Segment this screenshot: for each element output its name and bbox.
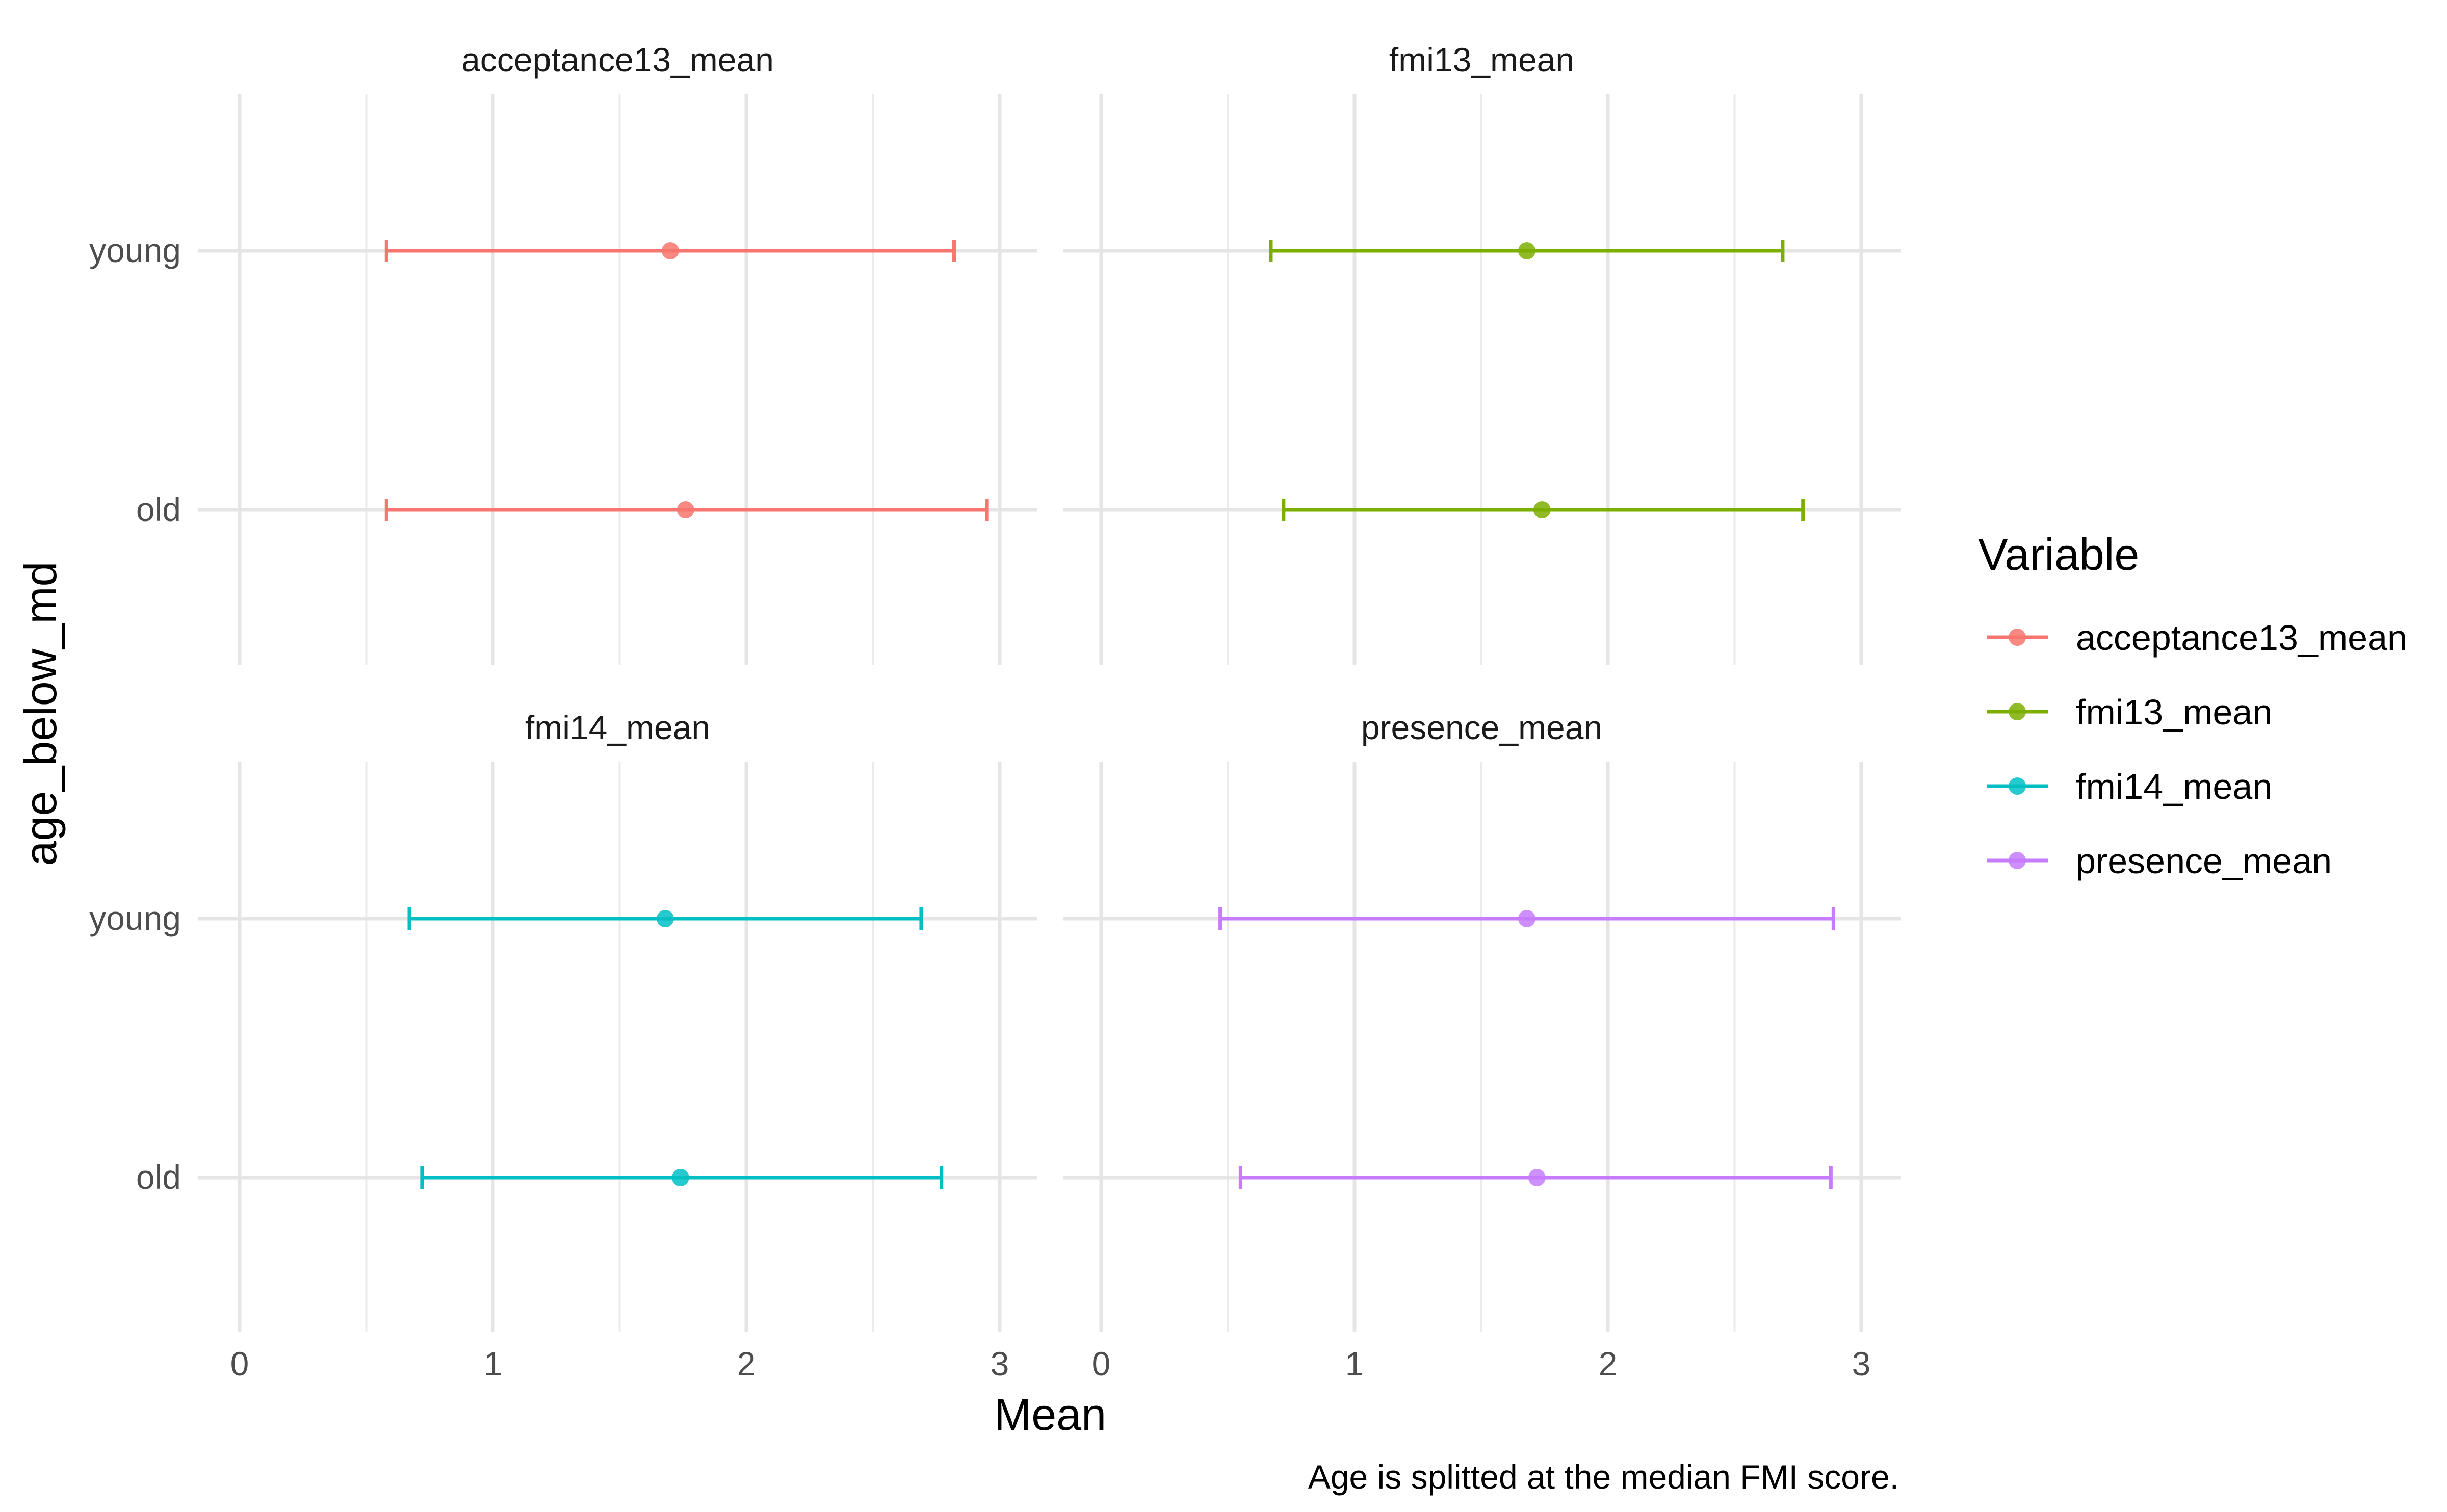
- legend-item-presence_mean: presence_mean: [1987, 841, 2332, 881]
- y-tick-label: old: [136, 1158, 181, 1196]
- x-tick-label: 2: [737, 1345, 756, 1383]
- y-tick-label: young: [89, 899, 181, 937]
- legend-label: presence_mean: [2076, 841, 2332, 881]
- legend-title: Variable: [1978, 529, 2139, 580]
- mean-point-young: [1518, 242, 1535, 259]
- axes: young old young old 0 1 2 3 0 1 2 3: [89, 231, 1870, 1383]
- panel-fmi14_mean: fmi14_mean: [198, 709, 1037, 1332]
- legend-label: acceptance13_mean: [2076, 618, 2407, 658]
- panel-title: fmi14_mean: [525, 709, 710, 746]
- panels: acceptance13_mean fmi13_mean fmi14_mean pre…: [198, 41, 1901, 1332]
- x-tick-label: 0: [230, 1345, 249, 1383]
- legend-key-point: [2009, 777, 2026, 795]
- panel-presence_mean: presence_mean: [1063, 709, 1901, 1332]
- chart-caption: Age is splitted at the median FMI score.: [1308, 1458, 1899, 1496]
- legend-item-fmi14_mean: fmi14_mean: [1987, 767, 2272, 806]
- mean-point-young: [1518, 910, 1535, 927]
- panel-title: fmi13_mean: [1389, 41, 1574, 79]
- mean-point-old: [671, 1169, 689, 1186]
- legend-item-acceptance13_mean: acceptance13_mean: [1987, 618, 2407, 658]
- mean-point-old: [676, 501, 694, 518]
- panel-fmi13_mean: fmi13_mean: [1063, 41, 1901, 665]
- x-tick-label: 0: [1092, 1345, 1111, 1383]
- legend-label: fmi13_mean: [2076, 692, 2272, 732]
- x-tick-label: 2: [1599, 1345, 1618, 1383]
- x-tick-label: 1: [1345, 1345, 1364, 1383]
- legend-key-point: [2009, 703, 2026, 720]
- x-axis-title: Mean: [994, 1389, 1106, 1440]
- mean-point-young: [656, 910, 674, 927]
- legend-key-point: [2009, 852, 2026, 869]
- legend-key-point: [2009, 629, 2026, 646]
- panel-title: acceptance13_mean: [461, 41, 774, 79]
- mean-point-old: [1528, 1169, 1546, 1186]
- y-tick-label: young: [89, 231, 181, 269]
- x-tick-label: 3: [991, 1345, 1009, 1383]
- panel-acceptance13_mean: acceptance13_mean: [198, 41, 1037, 665]
- legend: Variable acceptance13_mean fmi13_mean fmi14…: [1978, 529, 2407, 881]
- mean-point-young: [661, 242, 679, 259]
- mean-point-old: [1533, 501, 1551, 518]
- y-axis-title: age_below_md: [15, 562, 66, 866]
- legend-label: fmi14_mean: [2076, 767, 2272, 806]
- x-tick-label: 1: [484, 1345, 503, 1383]
- legend-item-fmi13_mean: fmi13_mean: [1987, 692, 2272, 732]
- x-tick-label: 3: [1852, 1345, 1871, 1383]
- y-tick-label: old: [136, 490, 181, 528]
- panel-title: presence_mean: [1361, 709, 1602, 746]
